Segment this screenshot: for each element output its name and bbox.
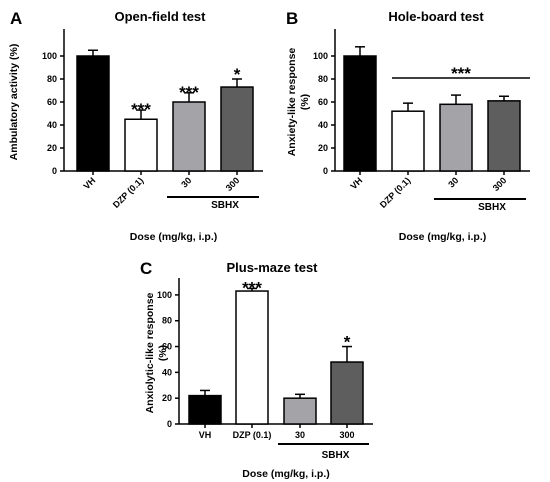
- x-tick-label: VH: [199, 430, 212, 440]
- y-axis-label: Anxiolytic-like response(%): [144, 292, 169, 413]
- x-tick-label: VH: [348, 175, 364, 191]
- x-tick-label: 30: [446, 175, 460, 189]
- bar: [172, 101, 206, 172]
- y-tick-label: 0: [323, 166, 328, 176]
- y-tick-label: 40: [47, 120, 57, 130]
- x-tick-label: DZP (0.1): [233, 430, 272, 440]
- bar: [439, 103, 473, 172]
- y-axis-label: Ambulatory activity (%): [8, 44, 20, 161]
- x-tick-label: 300: [224, 175, 242, 193]
- y-tick-label: 100: [42, 51, 57, 61]
- y-tick-label: 100: [313, 51, 328, 61]
- chart-panel-c: C Plus-maze test Anxiolytic-like response(…: [140, 259, 373, 480]
- panel-letter: A: [10, 9, 22, 28]
- bar: [220, 86, 254, 172]
- x-tick-label: DZP (0.1): [111, 175, 146, 210]
- x-axis-label: Dose (mg/kg, i.p.): [242, 468, 330, 480]
- x-axis-label: Dose (mg/kg, i.p.): [399, 231, 487, 243]
- y-tick-label: 60: [318, 97, 328, 107]
- bar: [235, 290, 269, 425]
- bar: [283, 397, 317, 425]
- significance-marker: *: [234, 65, 241, 84]
- y-tick-label: 60: [162, 342, 172, 352]
- significance-marker: ***: [179, 83, 199, 102]
- bar: [330, 361, 364, 425]
- significance-marker: ***: [451, 64, 471, 83]
- significance-marker: ***: [242, 278, 262, 297]
- x-axis-label: Dose (mg/kg, i.p.): [130, 231, 218, 243]
- y-axis-label: Anxiety-like response(%): [286, 48, 311, 157]
- chart-title: Open-field test: [114, 9, 206, 24]
- bar: [343, 55, 377, 172]
- x-tick-label: 30: [179, 175, 193, 189]
- panel-letter: C: [140, 259, 152, 278]
- chart-title: Hole-board test: [388, 9, 484, 24]
- chart-panel-a: A Open-field test Ambulatory activity (%) 0…: [8, 9, 263, 243]
- bar: [391, 110, 425, 172]
- y-tick-label: 80: [47, 74, 57, 84]
- bar: [124, 118, 158, 172]
- group-label: SBHX: [211, 200, 239, 211]
- y-tick-label: 40: [318, 120, 328, 130]
- x-tick-label: 30: [295, 430, 305, 440]
- y-tick-label: 20: [318, 143, 328, 153]
- x-tick-label: VH: [81, 175, 97, 191]
- panel-letter: B: [286, 9, 298, 28]
- x-tick-label: 300: [491, 175, 509, 193]
- group-label: SBHX: [322, 450, 350, 461]
- chart-title: Plus-maze test: [226, 260, 318, 275]
- bar: [188, 394, 222, 425]
- group-label: SBHX: [478, 202, 506, 213]
- x-tick-label: 300: [339, 430, 354, 440]
- x-tick-label: DZP (0.1): [378, 175, 413, 210]
- y-tick-label: 40: [162, 367, 172, 377]
- y-tick-label: 80: [162, 316, 172, 326]
- significance-marker: ***: [131, 100, 151, 119]
- chart-panel-b: B Hole-board test Anxiety-like response(%)…: [286, 9, 530, 243]
- y-tick-label: 20: [47, 143, 57, 153]
- y-tick-label: 100: [157, 290, 172, 300]
- y-tick-label: 0: [167, 419, 172, 429]
- bar: [487, 100, 521, 172]
- y-tick-label: 20: [162, 393, 172, 403]
- significance-marker: *: [344, 333, 351, 352]
- bar: [76, 55, 110, 172]
- y-tick-label: 60: [47, 97, 57, 107]
- y-tick-label: 80: [318, 74, 328, 84]
- y-tick-label: 0: [52, 166, 57, 176]
